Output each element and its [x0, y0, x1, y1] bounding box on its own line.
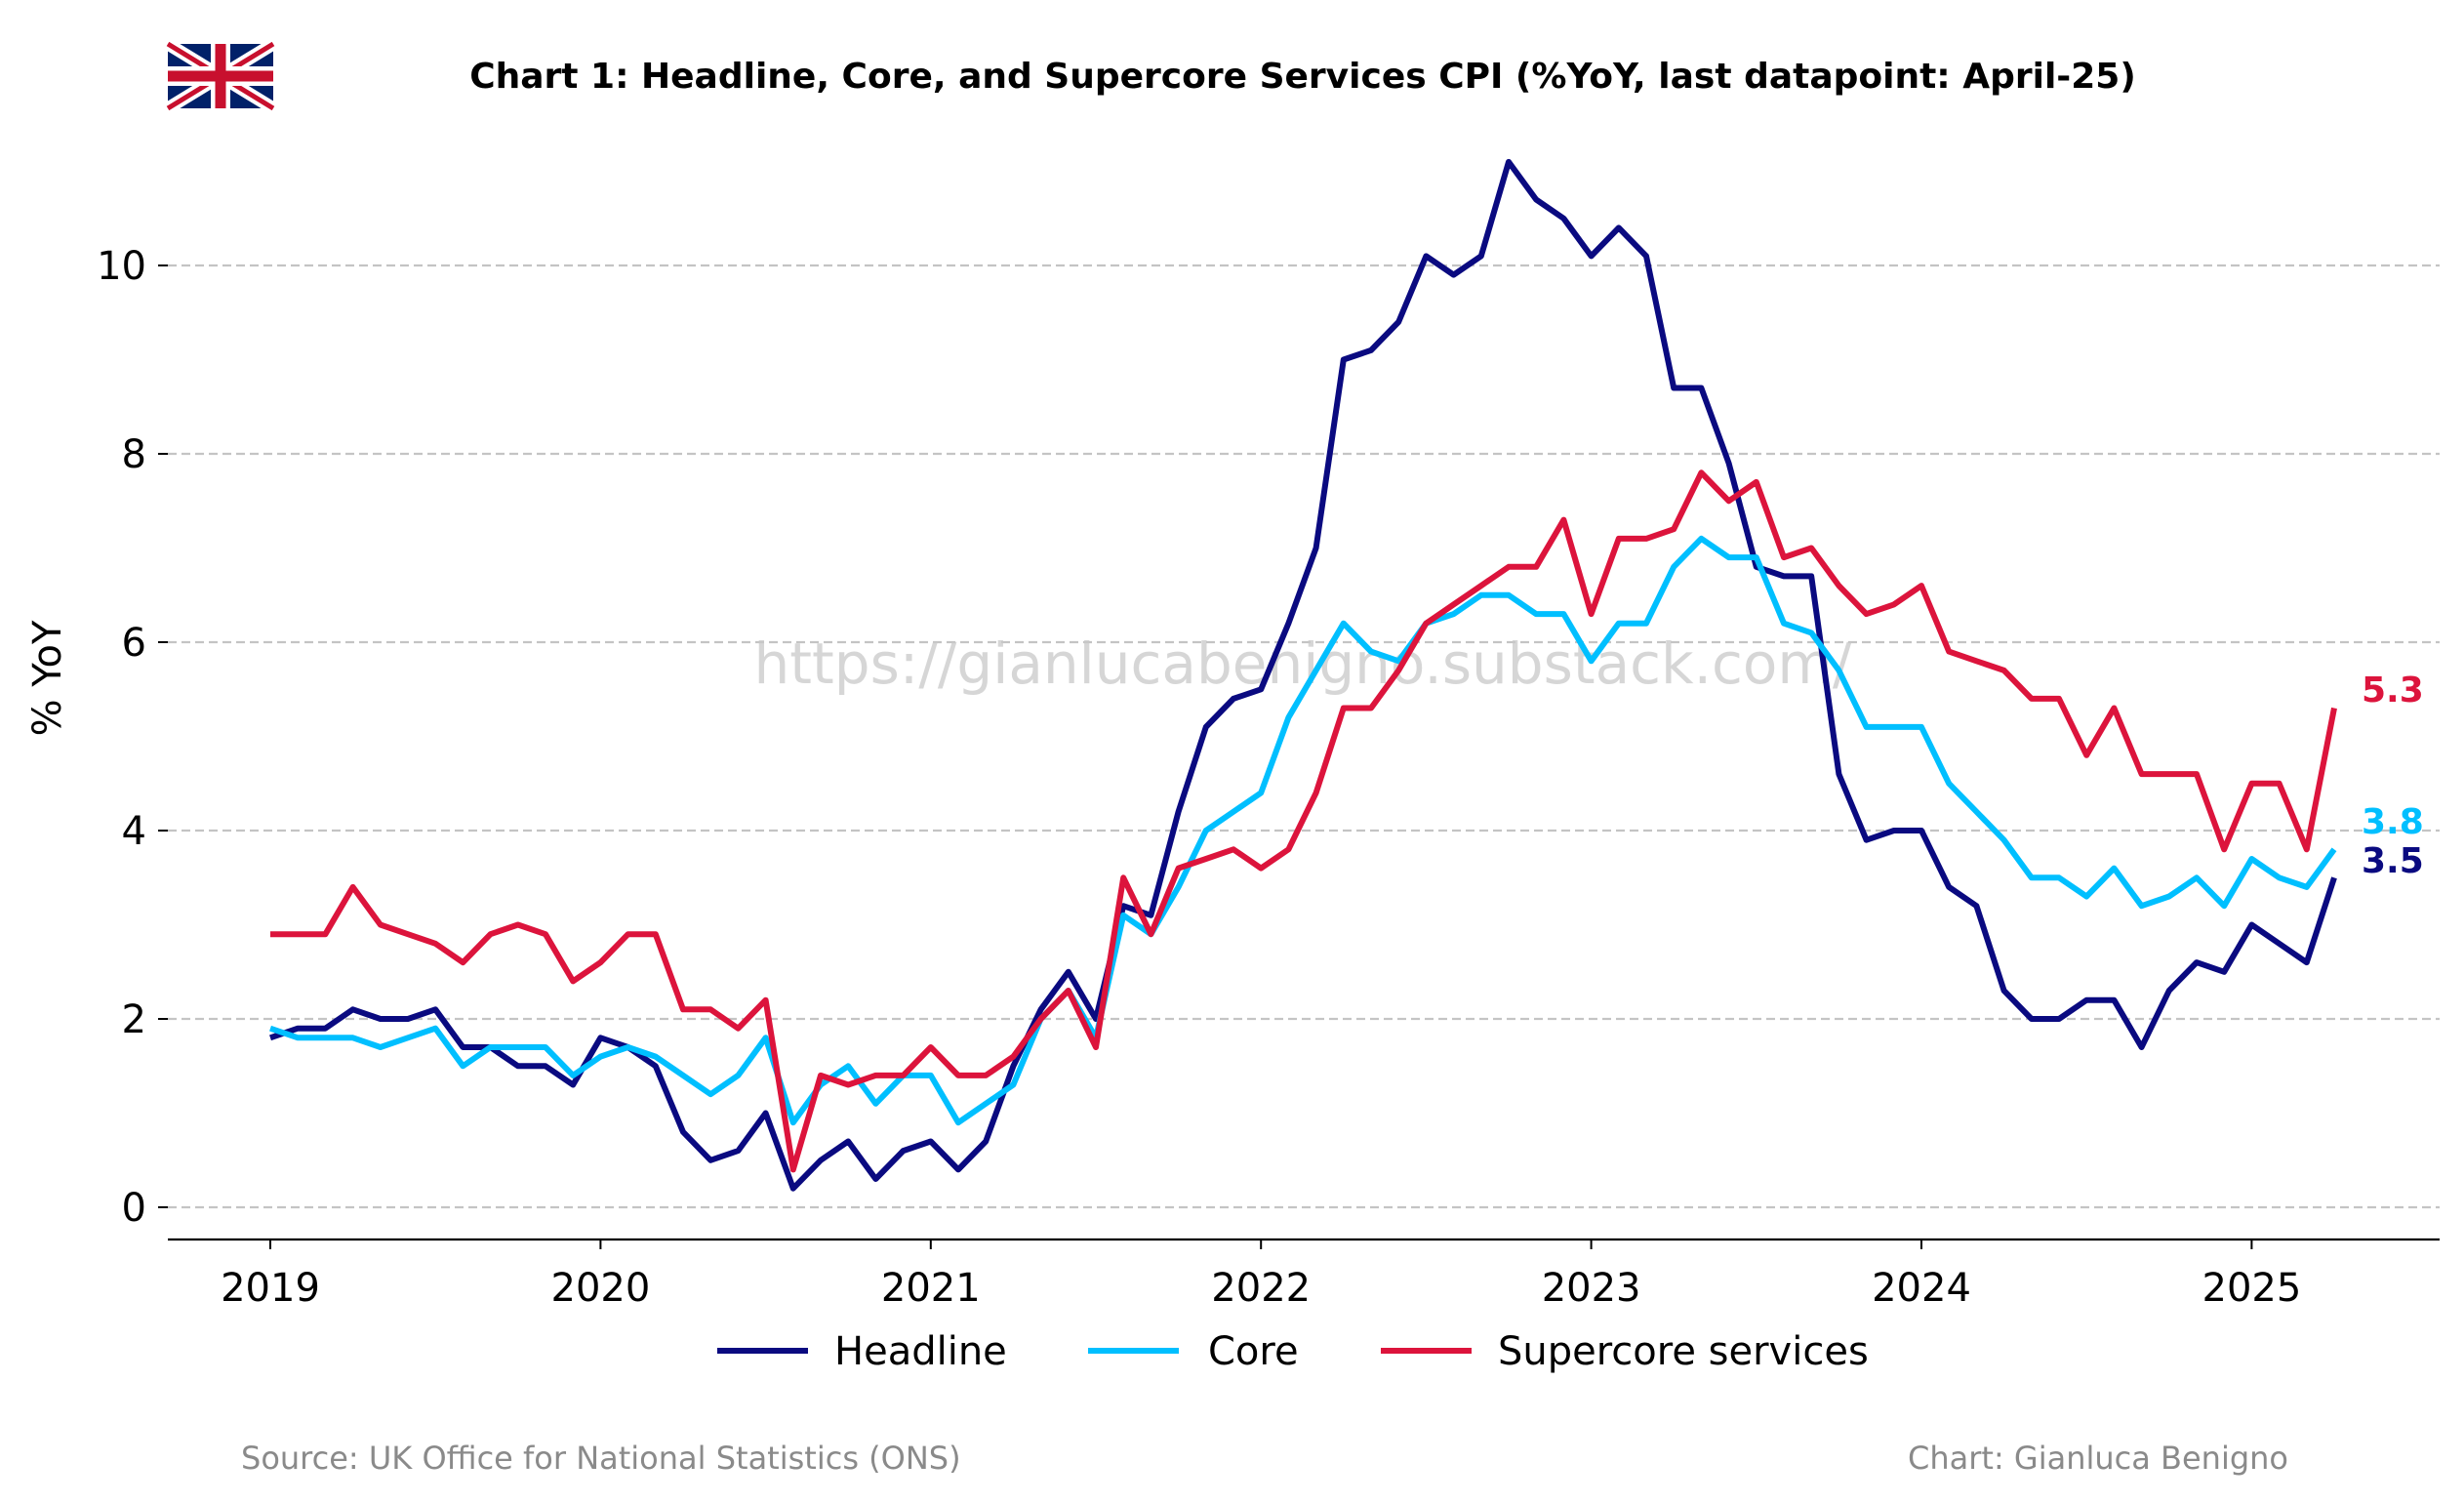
- end-labels: 3.53.8 5.3: [2362, 670, 2424, 881]
- x-axis-ticks: 2019 2020 2021 2022 2023 2024 2025: [221, 1239, 2301, 1311]
- end-label-headline: 3.5: [2362, 841, 2424, 881]
- x-tick-label: 2020: [551, 1266, 651, 1311]
- x-tick-label: 2021: [881, 1266, 981, 1311]
- end-label-supercore-services: 5.3: [2362, 670, 2424, 711]
- uk-flag-icon: [164, 38, 277, 114]
- x-tick-label: 2022: [1211, 1266, 1311, 1311]
- y-tick-label: 0: [122, 1186, 146, 1231]
- footer-source: Source: UK Office for National Statistic…: [241, 1440, 961, 1477]
- legend-label: Supercore services: [1498, 1329, 1869, 1374]
- series-line-headline: [269, 158, 2337, 1192]
- legend-label: Headline: [834, 1329, 1007, 1374]
- end-label-core: 3.8: [2362, 802, 2424, 842]
- y-tick-label: 2: [122, 997, 146, 1042]
- y-axis-ticks: 0 2 4 6 8 10: [97, 244, 168, 1231]
- y-tick-label: 8: [122, 432, 146, 477]
- legend-label: Core: [1208, 1329, 1299, 1374]
- series-line-supercore-services: [270, 469, 2337, 1173]
- x-tick-label: 2024: [1872, 1266, 1971, 1311]
- legend: Headline Core Supercore services: [717, 1329, 1869, 1374]
- y-tick-label: 6: [122, 621, 146, 666]
- footer-credit: Chart: Gianluca Benigno: [1908, 1440, 2288, 1477]
- x-tick-label: 2023: [1542, 1266, 1641, 1311]
- chart-title: Chart 1: Headline, Core, and Supercore S…: [469, 57, 2136, 97]
- y-tick-label: 4: [122, 809, 146, 854]
- series-lines: [269, 158, 2337, 1192]
- x-tick-label: 2019: [221, 1266, 320, 1311]
- y-tick-label: 10: [97, 244, 146, 289]
- y-axis-label: % YoY: [25, 620, 70, 736]
- series-line-core: [269, 535, 2337, 1126]
- watermark: https://gianlucabenigno.substack.com/: [754, 630, 1852, 697]
- x-tick-label: 2025: [2202, 1266, 2302, 1311]
